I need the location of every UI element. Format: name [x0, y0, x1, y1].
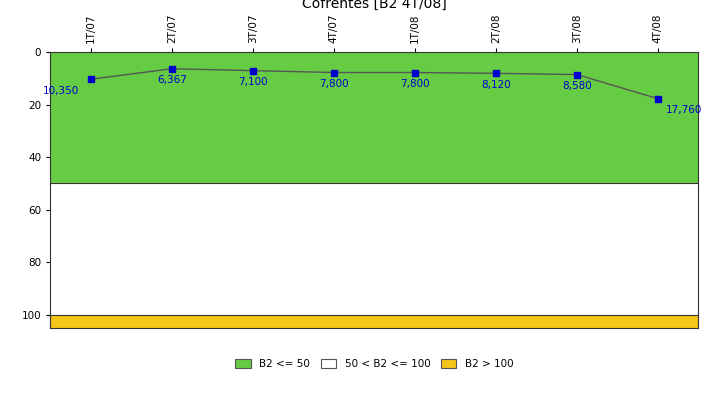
Legend: B2 <= 50, 50 < B2 <= 100, B2 > 100: B2 <= 50, 50 < B2 <= 100, B2 > 100 — [233, 356, 516, 372]
Point — [166, 66, 178, 72]
Point — [85, 76, 96, 82]
Text: 7,100: 7,100 — [238, 77, 268, 87]
Text: 8,120: 8,120 — [481, 80, 510, 90]
Point — [490, 70, 502, 76]
Text: 7,800: 7,800 — [400, 79, 430, 89]
Title: Cofrentes [B2 4T/08]: Cofrentes [B2 4T/08] — [302, 0, 447, 11]
Point — [247, 68, 258, 74]
Point — [571, 71, 582, 78]
Point — [409, 69, 420, 76]
Point — [652, 96, 664, 102]
Text: 6,367: 6,367 — [157, 75, 186, 85]
Text: 10,350: 10,350 — [42, 86, 78, 96]
Text: 8,580: 8,580 — [562, 81, 592, 91]
Bar — [50, 315, 698, 328]
Text: 7,800: 7,800 — [319, 79, 348, 89]
Point — [328, 69, 340, 76]
Bar — [50, 52, 698, 184]
Bar — [50, 184, 698, 315]
Text: 17,760: 17,760 — [666, 105, 703, 115]
